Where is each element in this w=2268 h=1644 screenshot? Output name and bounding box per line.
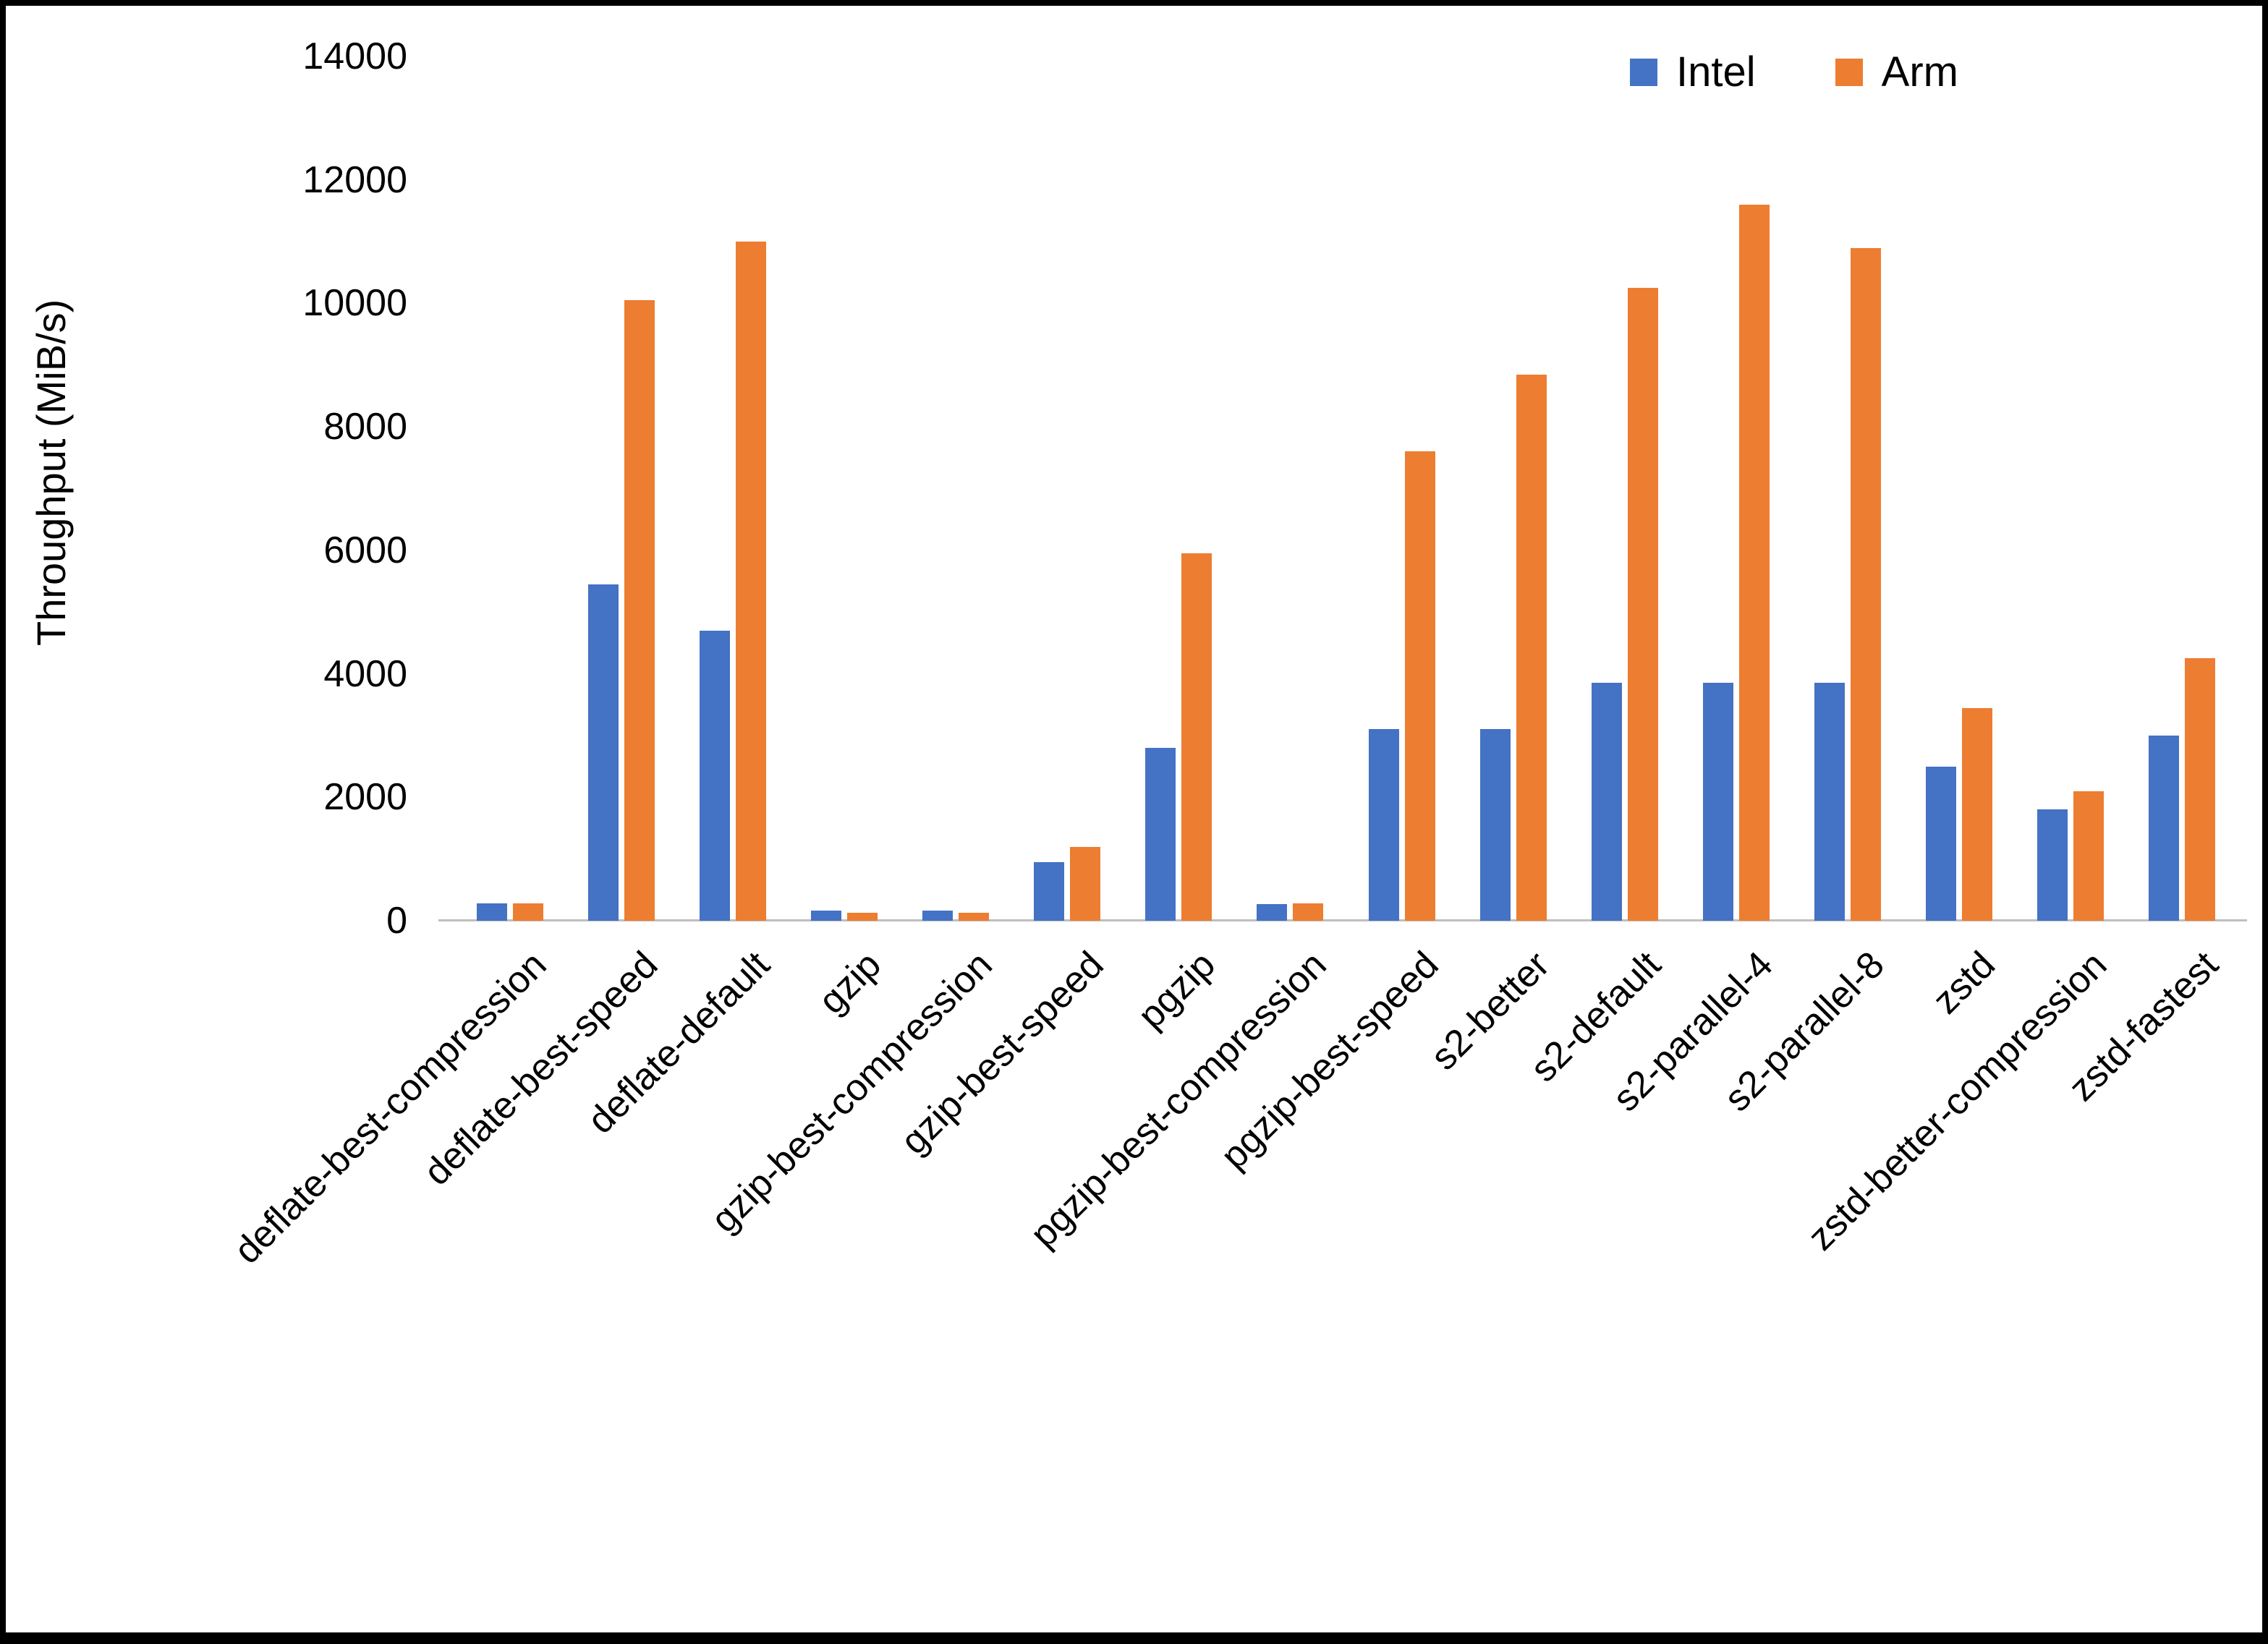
bar-arm (1738, 205, 1770, 921)
bar-intel (477, 903, 508, 921)
bar-group (1681, 56, 1792, 921)
bar-arm (624, 300, 655, 921)
bar-group (1458, 56, 1569, 921)
bar-arm (1070, 847, 1101, 921)
bar-group (1123, 56, 1234, 921)
bar-arm (959, 913, 990, 921)
bar-arm (2073, 791, 2104, 921)
x-axis-category-label: pgzip (1130, 943, 1224, 1037)
bar-arm (513, 903, 544, 921)
bar-intel (1034, 862, 1065, 921)
x-axis-line (438, 919, 2247, 921)
bar-intel (1145, 748, 1176, 921)
legend-label: Intel (1676, 48, 1756, 95)
bar-intel (2036, 809, 2068, 921)
plot-area (454, 56, 2238, 921)
bar-group (677, 56, 789, 921)
bar-intel (1479, 729, 1511, 921)
y-axis-tick-label: 2000 (323, 776, 407, 819)
bar-intel (588, 584, 619, 921)
bar-intel (700, 631, 731, 921)
x-axis-category-label: zstd (1925, 943, 2004, 1023)
y-axis-title: Throughput (MiB/s) (28, 299, 74, 646)
bar-intel (2148, 736, 2179, 921)
bar-group (1903, 56, 2015, 921)
bar-group (789, 56, 900, 921)
bar-group (1011, 56, 1123, 921)
bar-group (1234, 56, 1346, 921)
bar-group (454, 56, 566, 921)
bar-arm (1404, 451, 1435, 921)
y-axis-tick-label: 12000 (302, 158, 407, 201)
y-axis-tick-label: 4000 (323, 652, 407, 695)
bar-arm (1516, 375, 1547, 921)
legend-swatch-intel (1630, 58, 1657, 86)
bar-arm (1293, 903, 1324, 921)
bar-intel (1925, 767, 1956, 921)
bar-intel (1368, 729, 1399, 921)
y-axis-tick-label: 14000 (302, 35, 407, 77)
legend-item-intel: Intel (1630, 48, 1756, 96)
bar-arm (847, 913, 878, 921)
x-axis-category-label: gzip-best-speed (893, 943, 1113, 1163)
legend: Intel Arm (1630, 48, 1958, 96)
legend-swatch-arm (1835, 58, 1863, 86)
y-axis-tick-label: 0 (386, 900, 407, 942)
bar-intel (811, 911, 842, 921)
bar-group (1792, 56, 1903, 921)
bar-intel (922, 911, 954, 921)
y-axis-tick-label: 6000 (323, 529, 407, 571)
bar-group (566, 56, 677, 921)
bar-intel (1257, 904, 1288, 921)
bar-intel (1591, 683, 1622, 921)
bar-group (1569, 56, 1681, 921)
bar-arm (2184, 658, 2215, 921)
bar-arm (736, 242, 767, 921)
bar-arm (1627, 288, 1658, 921)
bar-group (900, 56, 1011, 921)
bar-arm (1850, 248, 1881, 921)
bar-group (1346, 56, 1458, 921)
bar-intel (1702, 683, 1733, 921)
y-axis-tick-label: 10000 (302, 282, 407, 325)
bar-group (2015, 56, 2126, 921)
bar-arm (1181, 553, 1212, 921)
x-axis-category-label: gzip (810, 943, 889, 1023)
bar-intel (1814, 683, 1845, 921)
legend-label: Arm (1881, 48, 1958, 95)
y-axis-tick-label: 8000 (323, 406, 407, 448)
bar-group (2126, 56, 2238, 921)
bar-arm (1961, 708, 1992, 921)
legend-item-arm: Arm (1835, 48, 1958, 96)
